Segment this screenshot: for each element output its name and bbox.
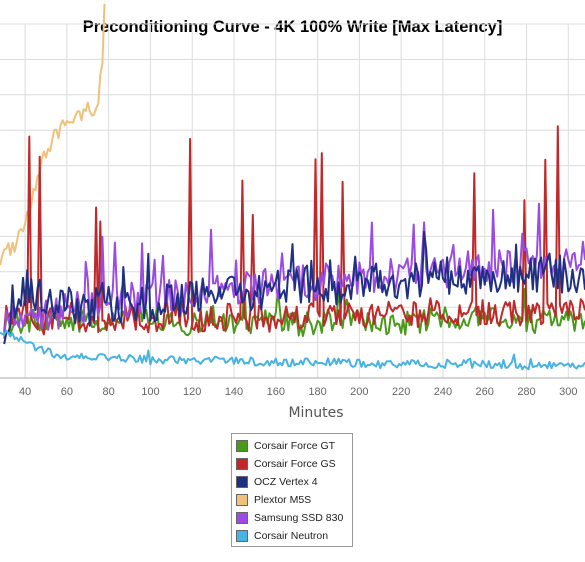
legend-label: Corsair Force GT (254, 440, 336, 452)
line-chart: 40 60 80 100 120 140 160 180 200 220 240 260 280 300 … (0, 3, 585, 421)
x-tick-label: 40 (19, 386, 31, 398)
x-tick-label: 140 (225, 386, 243, 398)
x-axis-title: Minutes (288, 405, 343, 421)
legend: Corsair Force GT Corsair Force GS OCZ Vert… (231, 433, 353, 547)
x-tick-label: 240 (434, 386, 452, 398)
legend-swatch (236, 440, 248, 452)
series-line-plextor-m5s (0, 3, 106, 266)
x-tick-label: 120 (183, 386, 201, 398)
legend-item: OCZ Vertex 4 (236, 473, 352, 491)
legend-label: Corsair Force GS (254, 458, 336, 470)
x-tick-label: 200 (350, 386, 368, 398)
x-tick-label: 280 (517, 386, 535, 398)
legend-label: Corsair Neutron (254, 530, 329, 542)
series-line-corsair-neutron (0, 329, 585, 371)
series-line-ocz-vertex-4 (3, 230, 585, 345)
x-tick-label: 300 (559, 386, 577, 398)
legend-item: Samsung SSD 830 (236, 509, 352, 527)
x-tick-labels: 40 60 80 100 120 140 160 180 200 220 240 260 280 300 (19, 386, 578, 398)
legend-swatch (236, 458, 248, 470)
x-tick-label: 220 (392, 386, 410, 398)
x-tick-label: 160 (267, 386, 285, 398)
legend-item: Plextor M5S (236, 491, 352, 509)
legend-swatch (236, 476, 248, 488)
x-tick-label: 260 (476, 386, 494, 398)
legend-item: Corsair Force GT (236, 437, 352, 455)
legend-label: Plextor M5S (254, 494, 312, 506)
series-layer (0, 3, 585, 371)
legend-swatch (236, 530, 248, 542)
x-tick-label: 80 (103, 386, 115, 398)
legend-swatch (236, 512, 248, 524)
chart-title: Preconditioning Curve - 4K 100% Write [M… (82, 18, 503, 36)
legend-swatch (236, 494, 248, 506)
legend-item: Corsair Force GS (236, 455, 352, 473)
legend-label: OCZ Vertex 4 (254, 476, 318, 488)
x-tick-label: 100 (141, 386, 159, 398)
x-tick-label: 180 (308, 386, 326, 398)
x-tick-label: 60 (61, 386, 73, 398)
legend-label: Samsung SSD 830 (254, 512, 344, 524)
legend-item: Corsair Neutron (236, 527, 352, 545)
